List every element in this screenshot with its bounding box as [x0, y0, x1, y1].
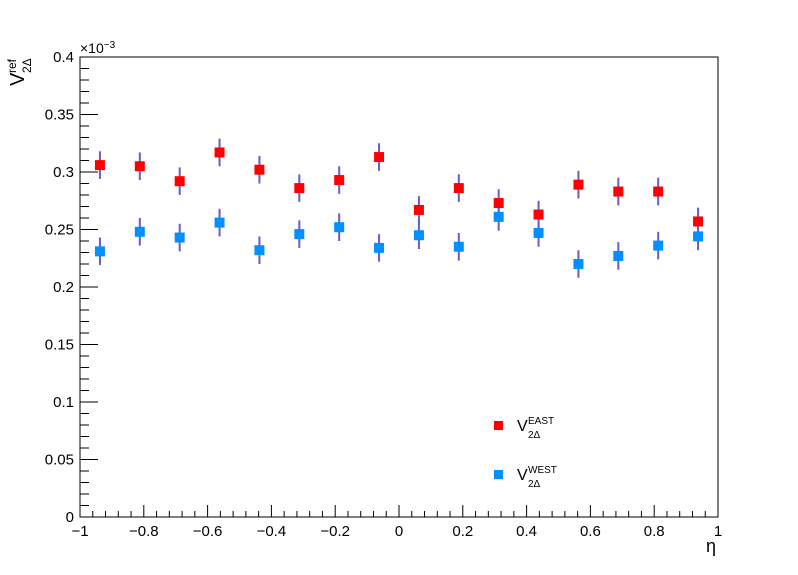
x-tick-label: −0.8	[129, 523, 159, 540]
data-point-west	[453, 241, 464, 252]
data-point-east	[214, 147, 225, 158]
x-tick-label: 0.4	[516, 523, 537, 540]
y-axis-label-sup: ref	[5, 58, 19, 73]
legend-label-west-sub: 2Δ	[528, 479, 541, 490]
data-point-west	[374, 242, 385, 253]
legend-label-east-sub: 2Δ	[528, 430, 541, 441]
y-tick-label: 0.05	[45, 452, 74, 469]
legend: V EAST 2Δ V WEST 2Δ	[494, 416, 557, 490]
data-point-west	[413, 230, 424, 241]
data-point-east	[254, 164, 265, 175]
legend-marker-east	[494, 421, 503, 430]
x-tick-label: −0.4	[257, 523, 287, 540]
data-point-east	[174, 176, 185, 187]
x-tick-label: −0.6	[193, 523, 223, 540]
y-tick-label: 0.1	[53, 394, 74, 411]
data-point-east	[94, 160, 105, 171]
data-point-west	[693, 231, 704, 242]
x-tick-label: 0.2	[452, 523, 473, 540]
x-tick-label: 0	[395, 523, 403, 540]
data-point-east	[294, 183, 305, 194]
y-tick-label: 0.3	[53, 164, 74, 181]
x-tick-label: −0.2	[320, 523, 350, 540]
data-point-west	[134, 226, 145, 237]
y-tick-label: 0.2	[53, 279, 74, 296]
x-tick-label: 1	[714, 523, 722, 540]
legend-label-west-sup: WEST	[528, 465, 557, 476]
legend-marker-west	[494, 470, 503, 479]
legend-label-east-sup: EAST	[528, 416, 554, 427]
data-point-east	[453, 183, 464, 194]
data-markers	[94, 147, 704, 269]
x-tick-label: −1	[71, 523, 88, 540]
legend-entry-west: V WEST 2Δ	[494, 465, 557, 490]
data-point-west	[214, 217, 225, 228]
y-tick-label: 0.15	[45, 337, 74, 354]
data-point-east	[493, 198, 504, 209]
data-point-east	[533, 209, 544, 220]
data-point-east	[653, 186, 664, 197]
y-axis-label: V ref 2Δ	[5, 58, 34, 86]
data-point-east	[134, 161, 145, 172]
y-exponent-label: ×10−3	[80, 40, 116, 56]
data-point-west	[533, 227, 544, 238]
y-axis-label-base: V	[7, 72, 29, 86]
data-point-west	[493, 211, 504, 222]
x-tick-label: 0.8	[644, 523, 665, 540]
data-point-west	[573, 259, 584, 269]
data-point-west	[174, 232, 185, 243]
axis-tick-labels: −1 −0.8 −0.6 −0.4 −0.2 0 0.2 0.4 0.6 0.8 1 0 0.05 0.1…	[45, 49, 722, 540]
data-point-east	[374, 152, 385, 163]
data-point-east	[693, 216, 704, 227]
data-point-west	[94, 246, 105, 257]
data-point-west	[294, 229, 305, 240]
data-point-west	[653, 240, 664, 251]
data-point-west	[334, 222, 345, 233]
y-tick-label: 0.35	[45, 107, 74, 124]
y-tick-label: 0	[66, 509, 74, 526]
axis-ticks	[79, 56, 719, 518]
x-axis-label: η	[706, 536, 716, 556]
data-point-west	[613, 250, 624, 261]
data-point-west	[254, 245, 265, 256]
y-axis-label-sub: 2Δ	[20, 58, 34, 73]
data-point-east	[573, 179, 584, 190]
data-point-east	[613, 186, 624, 197]
legend-label-west-base: V	[517, 467, 528, 484]
x-tick-label: 0.6	[580, 523, 601, 540]
data-point-east	[413, 204, 424, 215]
legend-label-east-base: V	[517, 418, 528, 435]
y-tick-label: 0.4	[53, 49, 74, 66]
data-point-east	[334, 175, 345, 186]
y-tick-label: 0.25	[45, 222, 74, 239]
legend-entry-east: V EAST 2Δ	[494, 416, 554, 441]
